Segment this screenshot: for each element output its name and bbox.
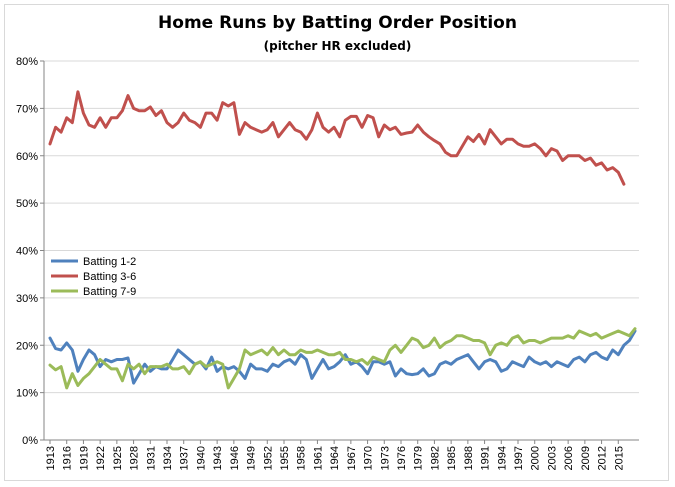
y-tick-label: 20%: [16, 340, 38, 352]
x-tick-label: 1925: [112, 446, 124, 470]
x-tick-label: 1913: [45, 446, 57, 470]
x-tick-label: 1988: [463, 446, 475, 470]
chart-title: Home Runs by Batting Order Position: [158, 13, 517, 33]
y-tick-label: 60%: [16, 151, 38, 163]
x-tick-label: 1952: [262, 446, 274, 470]
x-tick-label: 1991: [480, 446, 492, 470]
x-tick-label: 1994: [496, 446, 508, 470]
x-tick-label: 1970: [363, 446, 375, 470]
x-tick-label: 1922: [95, 446, 107, 470]
x-tick-label: 2015: [613, 446, 625, 470]
series-line-2: [48, 90, 626, 186]
x-tick-label: 1940: [195, 446, 207, 470]
x-tick-label: 1967: [346, 446, 358, 470]
x-tick-label: 1916: [62, 446, 74, 470]
x-tick-label: 1973: [379, 446, 391, 470]
x-tick-label: 1931: [145, 446, 157, 470]
x-tick-label: 1976: [396, 446, 408, 470]
x-tick-label: 1937: [179, 446, 191, 470]
x-tick-label: 1949: [246, 446, 258, 470]
x-tick-label: 1934: [162, 446, 174, 470]
y-tick-label: 40%: [16, 246, 38, 258]
x-tick-label: 1955: [279, 446, 291, 470]
legend-label-2: Batting 3-6: [83, 271, 136, 283]
series-line-3: [48, 327, 637, 390]
x-tick-label: 1982: [429, 446, 441, 470]
x-tick-label: 1961: [312, 446, 324, 470]
x-tick-label: 2012: [597, 446, 609, 470]
x-tick-label: 1928: [129, 446, 141, 470]
y-tick-label: 70%: [16, 103, 38, 115]
x-tick-label: 2006: [563, 446, 575, 470]
x-tick-label: 1997: [513, 446, 525, 470]
y-tick-label: 50%: [16, 198, 38, 210]
legend-label-1: Batting 1-2: [83, 256, 136, 268]
x-tick-label: 1943: [212, 446, 224, 470]
chart-frame: [4, 4, 669, 481]
y-tick-label: 10%: [16, 388, 38, 400]
y-tick-label: 80%: [16, 56, 38, 68]
y-tick-label: 0%: [22, 435, 38, 447]
x-tick-label: 1919: [78, 446, 90, 470]
x-tick-label: 1985: [446, 446, 458, 470]
x-tick-label: 1946: [229, 446, 241, 470]
y-tick-label: 30%: [16, 293, 38, 305]
x-tick-label: 1958: [296, 446, 308, 470]
gridlines: [44, 60, 639, 394]
x-tick-label: 1979: [413, 446, 425, 470]
series-lines: [48, 90, 637, 390]
legend: Batting 1-2 Batting 3-6 Batting 7-9: [51, 256, 136, 298]
x-tick-label: 2009: [580, 446, 592, 470]
x-tick-label: 1964: [329, 446, 341, 470]
chart-subtitle: (pitcher HR excluded): [263, 39, 412, 53]
legend-label-3: Batting 7-9: [83, 286, 136, 298]
axes: 0% 10% 20% 30% 40% 50% 60% 70% 80% 1913 1916 1919 19…: [16, 56, 639, 470]
x-tick-label: 2000: [530, 446, 542, 470]
x-tick-label: 2003: [546, 446, 558, 470]
